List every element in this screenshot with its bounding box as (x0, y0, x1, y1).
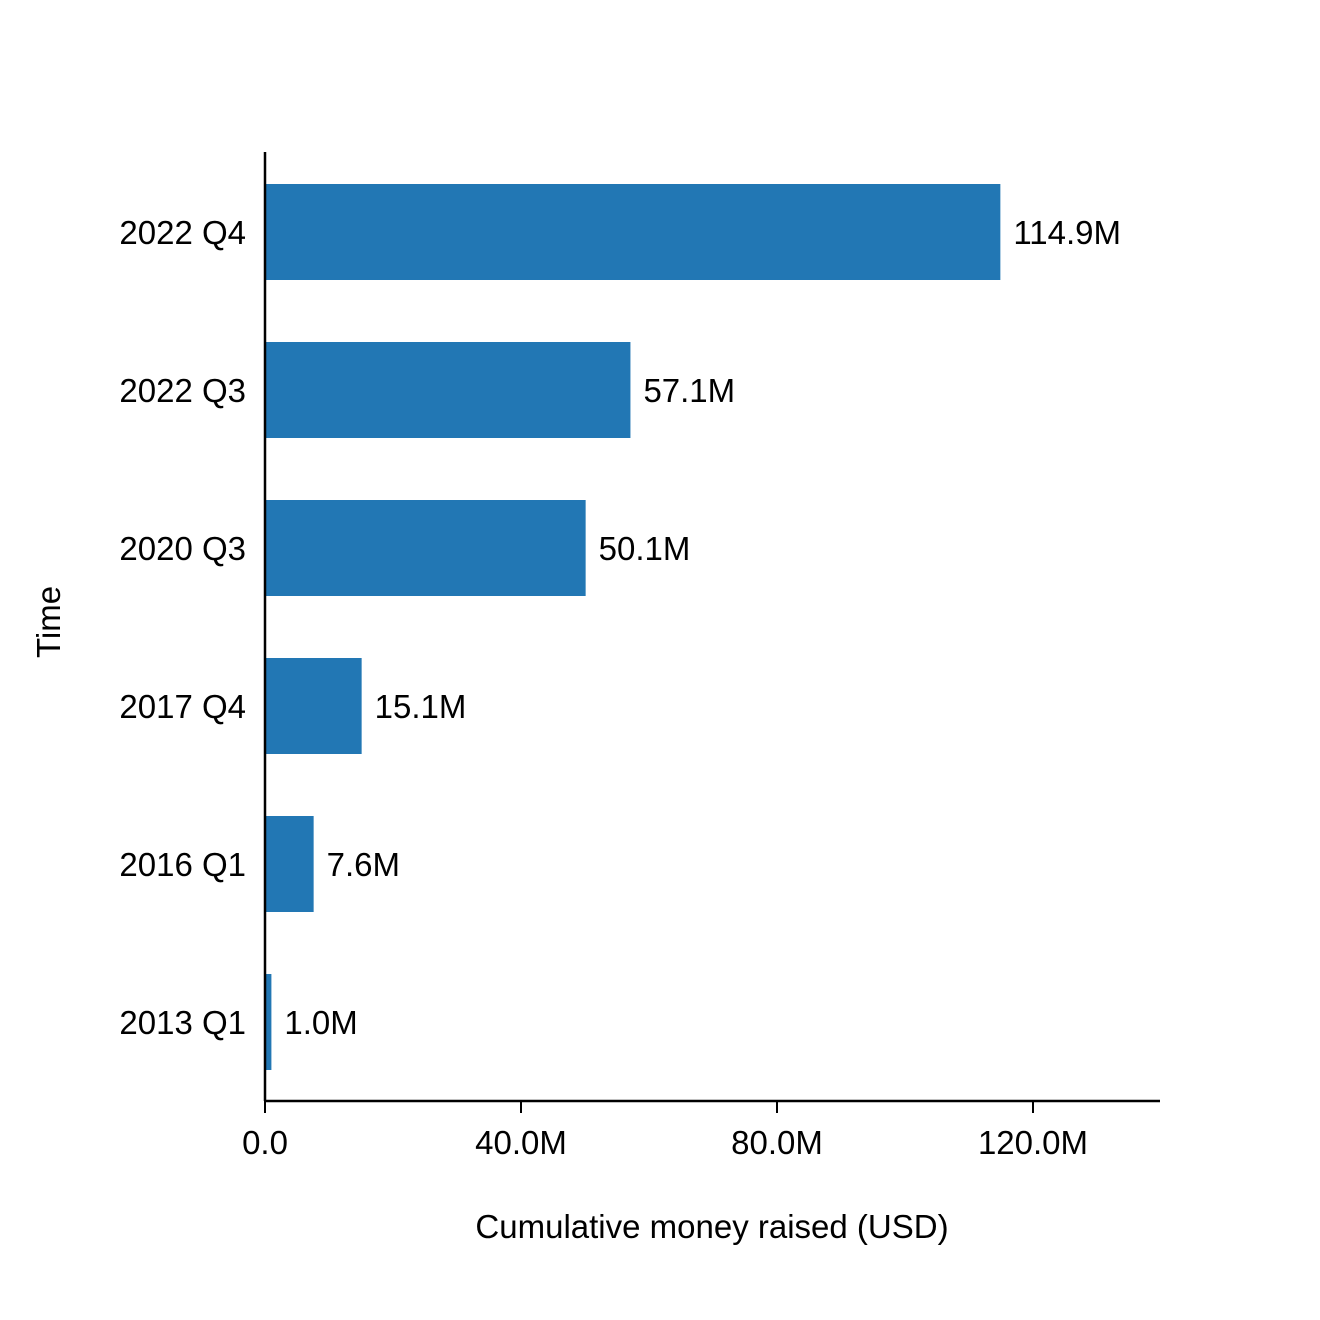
x-axis-title: Cumulative money raised (USD) (475, 1208, 948, 1245)
x-ticks: 0.0 40.0M 80.0M 120.0M (242, 1101, 1088, 1161)
bar (265, 500, 586, 596)
y-tick-label: 2020 Q3 (119, 530, 246, 567)
bar (265, 974, 272, 1070)
data-label: 57.1M (643, 372, 735, 409)
bar (265, 184, 1001, 280)
data-label: 15.1M (375, 688, 467, 725)
bars (265, 184, 1001, 1070)
x-tick-label: 80.0M (731, 1124, 823, 1161)
x-tick-label: 40.0M (475, 1124, 567, 1161)
y-tick-label: 2022 Q4 (119, 214, 246, 251)
y-tick-label: 2022 Q3 (119, 372, 246, 409)
x-tick-label: 120.0M (978, 1124, 1088, 1161)
y-tick-label: 2013 Q1 (119, 1004, 246, 1041)
data-label: 50.1M (599, 530, 691, 567)
data-label: 7.6M (327, 846, 400, 883)
y-tick-label: 2016 Q1 (119, 846, 246, 883)
bar (265, 658, 362, 754)
data-label: 114.9M (1013, 214, 1121, 251)
x-tick-label: 0.0 (242, 1124, 288, 1161)
data-labels: 1.0M 7.6M 15.1M 50.1M 57.1M 114.9M (284, 214, 1121, 1041)
y-axis-title: Time (30, 586, 67, 658)
bar (265, 342, 631, 438)
data-label: 1.0M (284, 1004, 357, 1041)
bar (265, 816, 314, 912)
y-tick-labels: 2013 Q1 2016 Q1 2017 Q4 2020 Q3 2022 Q3 2022 … (119, 214, 246, 1041)
y-tick-label: 2017 Q4 (119, 688, 246, 725)
